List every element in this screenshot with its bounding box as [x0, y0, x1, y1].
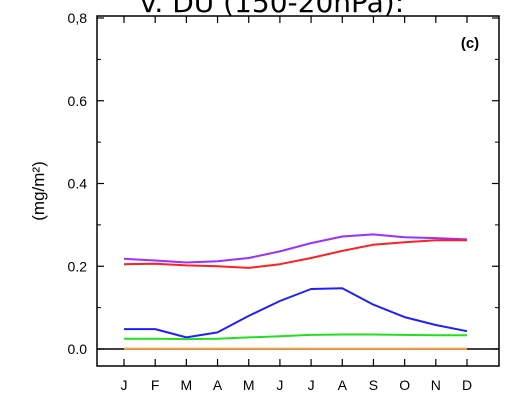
y-tick-label: 0,8: [68, 10, 88, 26]
y-axis-label: (mg/m²): [29, 161, 48, 220]
x-tick-label: N: [431, 377, 441, 393]
series-line-2: [123, 239, 467, 269]
y-tick-label: 0.4: [68, 176, 88, 192]
panel-label: (c): [461, 35, 479, 52]
y-tick-label: 0.6: [68, 93, 88, 109]
x-tick-label: F: [151, 377, 160, 393]
x-tick-label: M: [181, 377, 193, 393]
x-tick-label: D: [462, 377, 472, 393]
x-tick-label: O: [399, 377, 410, 393]
series-line-1: [123, 233, 468, 264]
x-tick-label: S: [369, 377, 378, 393]
plot-frame: [96, 15, 500, 367]
y-tick-label: 0.0: [68, 341, 88, 357]
x-tick-label: A: [338, 377, 348, 393]
series-line-4: [124, 333, 467, 341]
x-tick-label: J: [121, 377, 128, 393]
chart-title: v. DU (150-20nPa):: [140, 0, 405, 19]
x-tick-label: J: [276, 377, 283, 393]
x-tick-label: M: [243, 377, 255, 393]
series-line-3: [124, 287, 468, 339]
x-tick-label: J: [308, 377, 315, 393]
y-tick-label: 0.2: [68, 258, 88, 274]
x-tick-label: A: [213, 377, 223, 393]
